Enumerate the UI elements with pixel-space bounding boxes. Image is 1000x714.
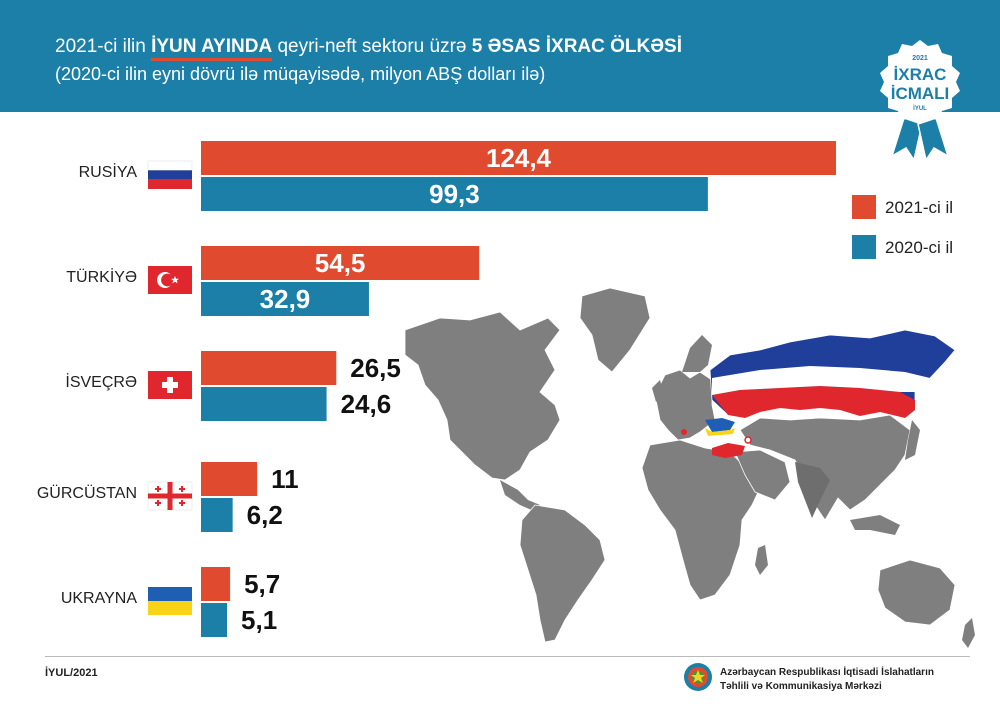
badge-year: 2021: [912, 55, 928, 62]
flag-icon-3: [147, 481, 193, 511]
category-label: GÜRCÜSTAN: [37, 484, 137, 502]
legend-label: 2020-ci il: [885, 238, 953, 257]
category-label: İSVEÇRƏ: [65, 372, 137, 391]
category-label: UKRAYNA: [61, 590, 137, 607]
footer-date: İYUL/2021: [45, 667, 98, 679]
legend-label: 2021-ci il: [885, 198, 953, 217]
data-label: 54,5: [315, 248, 366, 278]
bar-2020: [201, 387, 327, 421]
data-label: 11: [271, 464, 299, 494]
bar-2020: [201, 282, 369, 316]
data-label: 124,4: [486, 143, 552, 173]
legend-swatch-2021: [852, 195, 876, 219]
footer-divider: [45, 656, 970, 657]
data-label: 99,3: [429, 179, 480, 209]
bar-2021: [201, 462, 258, 496]
bar-2020: [201, 603, 228, 637]
bar-2021: [201, 567, 231, 601]
bar-2020: [201, 498, 233, 532]
ixrac-icmali-badge: 2021 İXRAC İCMALI İYUL: [880, 40, 960, 158]
bar-2021: [201, 246, 480, 280]
footer-org-line2: Təhlili və Kommunikasiya Mərkəzi: [720, 681, 882, 692]
world-map: [404, 287, 975, 648]
title-highlight: İYUN AYINDA: [151, 36, 273, 61]
flag-icon-0: [147, 160, 193, 189]
legend-swatch-2020: [852, 235, 876, 259]
state-emblem-icon: [684, 663, 712, 691]
data-label: 5,1: [241, 605, 277, 635]
data-label: 26,5: [350, 353, 401, 383]
bar-2021: [201, 141, 836, 175]
footer-org-line1: Azərbaycan Respublikası İqtisadi İslahat…: [720, 667, 934, 678]
category-label: RUSİYA: [79, 162, 138, 181]
data-label: 6,2: [247, 500, 283, 530]
data-label: 5,7: [244, 569, 280, 599]
badge-line1: İXRAC: [894, 65, 947, 84]
chart-title: 2021-ci ilin İYUN AYINDA qeyri-neft sekt…: [55, 36, 682, 61]
flag-icon-4: [148, 587, 192, 615]
category-label: TÜRKİYƏ: [66, 267, 137, 286]
flag-icon-2: [148, 371, 192, 399]
badge-month: İYUL: [913, 105, 927, 112]
badge-line2: İCMALI: [891, 84, 950, 103]
bar-2021: [201, 351, 337, 385]
data-label: 32,9: [260, 284, 311, 314]
chart-subtitle: (2020-ci ilin eyni dövrü ilə müqayisədə,…: [55, 64, 546, 84]
data-label: 24,6: [341, 389, 392, 419]
title-bold: 5 ƏSAS İXRAC ÖLKƏSİ: [471, 36, 682, 57]
header-banner: 2021-ci ilin İYUN AYINDA qeyri-neft sekt…: [0, 0, 1000, 112]
flag-icon-1: [148, 266, 192, 294]
bar-2020: [201, 177, 708, 211]
